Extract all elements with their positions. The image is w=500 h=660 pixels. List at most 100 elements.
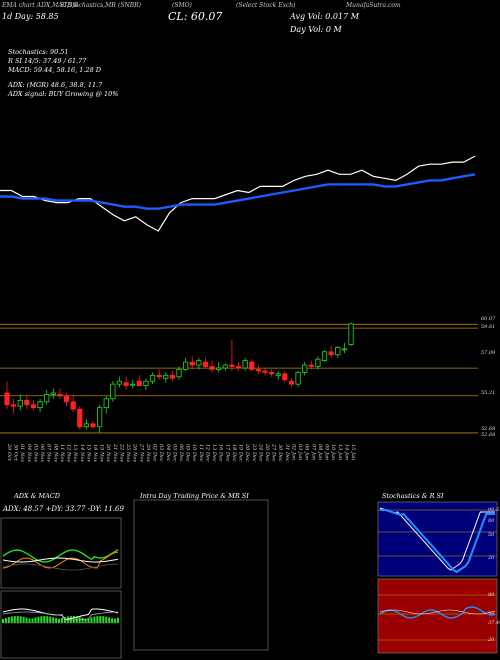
candle-body-35 [235,366,242,369]
date-label-29: 11 Dec [198,444,204,462]
rsi-line [379,606,496,619]
date-label-39: 26 Dec [264,443,270,462]
adx-lines [2,548,119,571]
macd-hist-bar-38 [114,618,117,623]
date-label-4: 05 Nov [32,444,38,462]
date-label-42: 31 Dec [284,444,290,462]
macd-hist-bar-31 [93,616,96,623]
date-label-41: 30 Dec [277,444,283,462]
date-label-28: 10 Dec [191,444,197,462]
stoch-label-1: 80 [488,518,495,524]
candle-body-29 [196,360,202,366]
adx-ref-line [2,563,119,571]
candle-body-10 [70,401,76,410]
macd-hist-bar-35 [105,616,108,623]
date-label-22: 02 Dec [152,444,158,462]
candle-body-11 [77,408,83,428]
candle-body-21 [143,380,149,387]
candle-body-36 [242,360,248,369]
date-label-52: 15 Jan [350,444,356,460]
adx-minus-dy-line [2,551,119,569]
macd-hist-bar-18 [55,618,58,623]
date-label-23: 03 Dec [158,444,164,462]
adx-readout: ADX: (MGR) 48.6, 38.8, 11.7 [8,81,103,89]
date-label-31: 13 Dec [211,444,217,462]
date-label-38: 24 Dec [257,443,263,462]
date-label-35: 19 Dec [238,444,244,462]
ema-panel [0,155,476,232]
date-label-51: 14 Jan [343,444,349,460]
stoch-label-3: 20 [487,555,495,561]
date-label-6: 07 Nov [46,444,52,462]
stoch-label-2: 50 [488,532,495,538]
stoch-rsi-panel: 90.51 80 50 20 80 50 37.49 20 [377,501,500,654]
date-label-1: 30 Oct [13,444,19,462]
adx-plus-dy-line [2,548,119,563]
header-t2: SI,Stochastics,MR [60,2,116,9]
candle-body-3 [24,399,30,406]
price-axis-label-0: 60.07 [481,316,496,322]
macd-hist-bar-34 [102,616,105,623]
macd-hist-bar-12 [37,616,40,623]
candle-body-47 [315,358,321,367]
rsi-label-3: 20 [487,637,495,643]
macd-hist-bar-10 [31,618,34,623]
candle-body-18 [123,382,129,387]
candle-body-39 [262,370,268,373]
macd-panel-frame [0,590,122,659]
date-label-14: 19 Nov [99,444,105,462]
adx-macd-panel [0,517,122,659]
candle-body-48 [321,351,328,362]
header-t1: EMA chart ADX,MACD,R [2,2,79,9]
candle-body-43 [288,380,295,385]
rsi-mr-line [379,609,496,615]
date-label-34: 18 Dec [231,444,237,462]
day-volume-label: Day Vol: 0 M [290,25,342,34]
candle-body-37 [249,361,255,370]
macd-hist-bar-0 [2,619,4,623]
date-label-36: 20 Dec [244,443,250,462]
rsi-lines: 80 50 37.49 20 [378,592,500,643]
date-label-17: 22 Nov [118,443,124,462]
date-label-50: 13 Jan [337,444,343,460]
macd-hist-bar-1 [4,618,7,623]
date-label-16: 21 Nov [112,443,118,462]
price-panel [4,322,354,433]
adx-line [2,557,119,563]
date-label-3: 04 Nov [26,444,32,462]
date-label-46: 07 Jan [310,444,316,460]
macd-hist-bar-17 [52,617,55,623]
date-label-30: 12 Dec [204,444,210,462]
stoch-d-line [380,509,495,574]
date-label-20: 27 Nov [138,443,144,462]
macd-hist-bar-7 [22,616,25,623]
rsi-frame [377,578,498,654]
candle-body-22 [149,374,156,382]
stochastics-readout: Stochastics: 90.51 [8,48,69,56]
adx-panel-frame [0,517,122,589]
candle-body-17 [116,380,123,385]
macd-hist-bar-20 [60,617,63,623]
candle-body-33 [222,364,228,369]
header-t6: MunafaSutra.com [346,2,401,9]
candle-body-51 [341,348,347,351]
macd-hist-bar-19 [58,618,61,623]
date-label-45: 06 Jan [304,444,310,460]
candle-body-34 [229,364,235,367]
adx-signal-readout: ADX signal: BUY Growing @ 10% [8,90,119,98]
rsi-label-1: 50 [488,611,495,617]
macd-hist-bar-16 [49,616,52,623]
avg-volume-label: Avg Vol: 0.017 M [290,12,359,21]
date-label-21: 29 Nov [145,443,151,462]
date-label-0: 29 Oct [6,443,12,462]
rsi-label-0: 80 [488,592,495,598]
candle-body-49 [328,351,334,356]
candle-body-8 [57,394,63,397]
candle-body-41 [275,373,281,376]
date-label-13: 18 Nov [92,444,98,462]
candle-body-16 [110,383,116,400]
macd-hist-bar-33 [99,616,102,623]
price-axis-label-5: 52.68 [481,432,495,438]
